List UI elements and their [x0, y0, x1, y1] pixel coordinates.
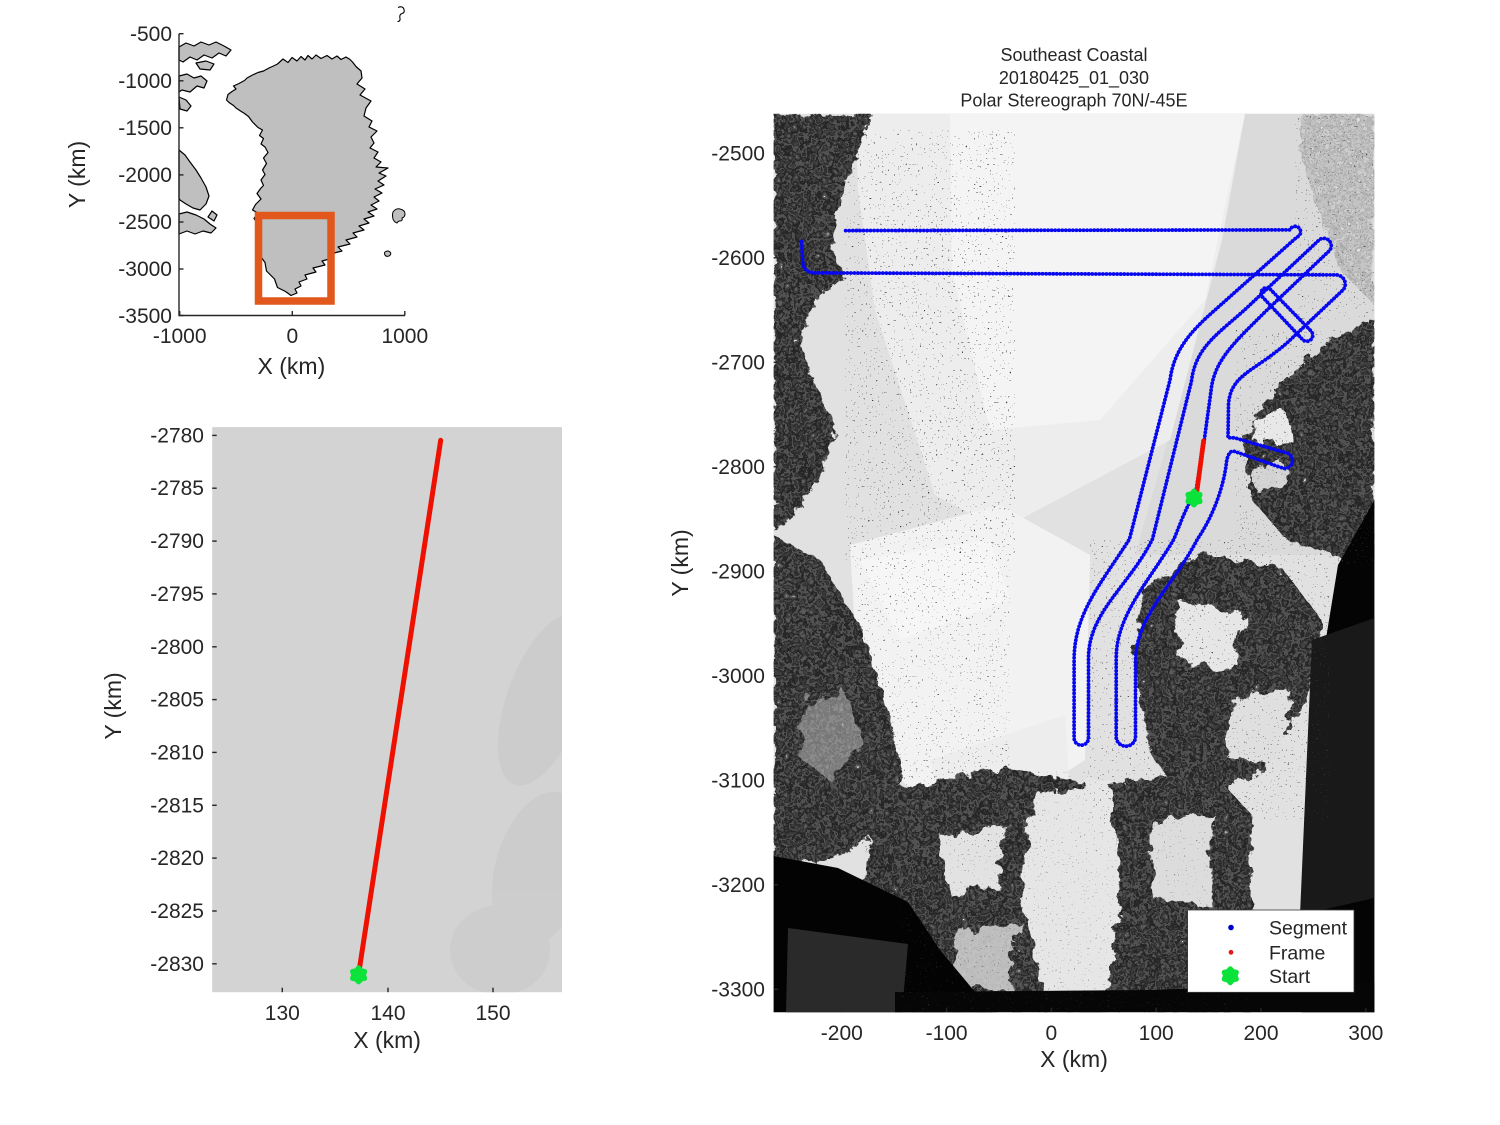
- svg-text:-2815: -2815: [150, 794, 204, 817]
- svg-text:-1000: -1000: [153, 325, 207, 348]
- svg-text:X (km): X (km): [353, 1027, 421, 1053]
- svg-text:X (km): X (km): [258, 353, 326, 379]
- svg-text:-2820: -2820: [150, 847, 204, 870]
- svg-text:-2900: -2900: [711, 560, 765, 583]
- svg-text:-3500: -3500: [118, 305, 172, 328]
- svg-text:Start: Start: [1269, 966, 1311, 988]
- svg-text:Y (km): Y (km): [64, 141, 90, 208]
- svg-text:-2500: -2500: [118, 211, 172, 234]
- svg-text:-3000: -3000: [118, 258, 172, 281]
- svg-text:150: 150: [475, 1002, 510, 1025]
- svg-text:-2830: -2830: [150, 953, 204, 976]
- svg-text:-3000: -3000: [711, 665, 765, 688]
- svg-text:-3100: -3100: [711, 769, 765, 792]
- svg-text:Frame: Frame: [1269, 942, 1325, 964]
- svg-text:-1500: -1500: [118, 117, 172, 140]
- svg-text:-2700: -2700: [711, 351, 765, 374]
- svg-text:-100: -100: [926, 1022, 968, 1045]
- svg-text:-2600: -2600: [711, 247, 765, 270]
- svg-text:-2810: -2810: [150, 741, 204, 764]
- svg-text:-500: -500: [130, 23, 172, 46]
- svg-text:-2795: -2795: [150, 583, 204, 606]
- svg-text:-2800: -2800: [150, 636, 204, 659]
- svg-text:200: 200: [1243, 1022, 1278, 1045]
- svg-text:0: 0: [286, 325, 298, 348]
- svg-text:100: 100: [1139, 1022, 1174, 1045]
- svg-text:Y (km): Y (km): [667, 529, 693, 596]
- svg-text:140: 140: [370, 1002, 405, 1025]
- svg-text:-3300: -3300: [711, 978, 765, 1001]
- svg-text:-2825: -2825: [150, 900, 204, 923]
- svg-text:300: 300: [1348, 1022, 1383, 1045]
- svg-text:Segment: Segment: [1269, 918, 1348, 940]
- svg-text:-1000: -1000: [118, 70, 172, 93]
- svg-text:Y (km): Y (km): [100, 672, 126, 739]
- svg-text:-2780: -2780: [150, 424, 204, 447]
- svg-text:Polar Stereograph 70N/-45E: Polar Stereograph 70N/-45E: [960, 91, 1187, 111]
- svg-text:-2500: -2500: [711, 142, 765, 165]
- svg-text:Southeast Coastal: Southeast Coastal: [1000, 45, 1147, 65]
- svg-text:20180425_01_030: 20180425_01_030: [999, 68, 1149, 89]
- svg-text:-2800: -2800: [711, 456, 765, 479]
- svg-text:-2790: -2790: [150, 530, 204, 553]
- svg-text:X (km): X (km): [1040, 1046, 1108, 1072]
- svg-text:0: 0: [1046, 1022, 1058, 1045]
- svg-text:-2785: -2785: [150, 477, 204, 500]
- svg-text:1000: 1000: [381, 325, 428, 348]
- svg-text:-200: -200: [821, 1022, 863, 1045]
- svg-text:-2805: -2805: [150, 689, 204, 712]
- svg-text:-3200: -3200: [711, 874, 765, 897]
- svg-text:-2000: -2000: [118, 164, 172, 187]
- svg-text:130: 130: [265, 1002, 300, 1025]
